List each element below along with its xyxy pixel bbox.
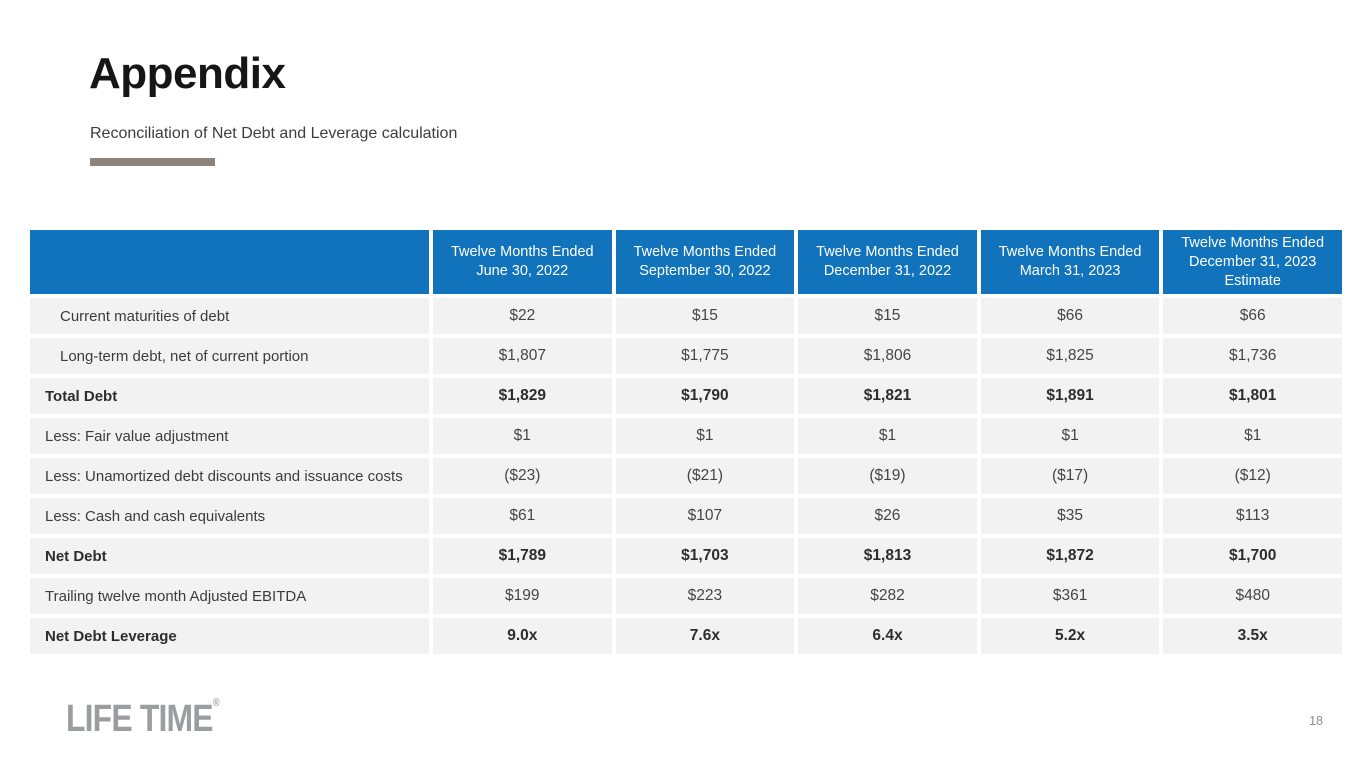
cell-value: ($12): [1163, 458, 1342, 494]
cell-value: $1: [433, 418, 612, 454]
row-label: Less: Cash and cash equivalents: [30, 498, 429, 534]
cell-value: $107: [615, 498, 795, 534]
row-label: Trailing twelve month Adjusted EBITDA: [30, 578, 429, 614]
cell-value: $1,789: [433, 538, 612, 574]
page-number: 18: [1309, 714, 1323, 728]
cell-value: $282: [798, 578, 977, 614]
cell-value: $223: [615, 578, 795, 614]
life-time-logo: LIFE TIME®: [66, 697, 220, 740]
cell-value: $1,825: [980, 338, 1160, 374]
cell-value: $26: [798, 498, 977, 534]
cell-value: $1,807: [433, 338, 612, 374]
cell-value: $15: [615, 298, 795, 334]
row-label: Total Debt: [30, 378, 429, 414]
cell-value: $1,829: [433, 378, 612, 414]
row-label: Net Debt: [30, 538, 429, 574]
logo-text: LIFE TIME: [66, 698, 214, 740]
cell-value: ($17): [980, 458, 1160, 494]
cell-value: $1: [615, 418, 795, 454]
cell-value: $61: [433, 498, 612, 534]
row-label: Less: Unamortized debt discounts and iss…: [30, 458, 429, 494]
row-label: Net Debt Leverage: [30, 618, 429, 654]
cell-value: $199: [433, 578, 612, 614]
cell-value: $1: [798, 418, 977, 454]
cell-value: $22: [433, 298, 612, 334]
cell-value: $1,806: [798, 338, 977, 374]
net-debt-reconciliation-table: Twelve Months Ended June 30, 2022 Twelve …: [30, 230, 1342, 654]
cell-value: 5.2x: [980, 618, 1160, 654]
cell-value: $66: [1163, 298, 1342, 334]
cell-value: 6.4x: [798, 618, 977, 654]
cell-value: $1,700: [1163, 538, 1342, 574]
cell-value: $1,813: [798, 538, 977, 574]
cell-value: $1,821: [798, 378, 977, 414]
cell-value: $1,703: [615, 538, 795, 574]
slide-subtitle: Reconciliation of Net Debt and Leverage …: [90, 125, 458, 142]
cell-value: 9.0x: [433, 618, 612, 654]
accent-underline-bar: [90, 158, 215, 166]
cell-value: $1: [980, 418, 1160, 454]
cell-value: $1,872: [980, 538, 1160, 574]
cell-value: $1,891: [980, 378, 1160, 414]
header-cell-period: Twelve Months Ended March 31, 2023: [980, 230, 1160, 294]
header-cell-period: Twelve Months Ended December 31, 2023 Es…: [1163, 230, 1342, 294]
cell-value: 3.5x: [1163, 618, 1342, 654]
cell-value: $1,775: [615, 338, 795, 374]
header-cell-period: Twelve Months Ended December 31, 2022: [798, 230, 977, 294]
row-label: Long-term debt, net of current portion: [30, 338, 429, 374]
registered-trademark-icon: ®: [212, 697, 220, 709]
header-cell-period: Twelve Months Ended September 30, 2022: [615, 230, 795, 294]
cell-value: $35: [980, 498, 1160, 534]
cell-value: $15: [798, 298, 977, 334]
header-cell-empty: [30, 230, 429, 294]
row-label: Less: Fair value adjustment: [30, 418, 429, 454]
cell-value: $1,790: [615, 378, 795, 414]
cell-value: ($19): [798, 458, 977, 494]
page-title: Appendix: [89, 49, 286, 98]
cell-value: $113: [1163, 498, 1342, 534]
cell-value: ($23): [433, 458, 612, 494]
cell-value: $480: [1163, 578, 1342, 614]
cell-value: $1: [1163, 418, 1342, 454]
row-label: Current maturities of debt: [30, 298, 429, 334]
cell-value: $361: [980, 578, 1160, 614]
cell-value: $1,736: [1163, 338, 1342, 374]
cell-value: $1,801: [1163, 378, 1342, 414]
cell-value: 7.6x: [615, 618, 795, 654]
cell-value: ($21): [615, 458, 795, 494]
header-cell-period: Twelve Months Ended June 30, 2022: [433, 230, 612, 294]
cell-value: $66: [980, 298, 1160, 334]
